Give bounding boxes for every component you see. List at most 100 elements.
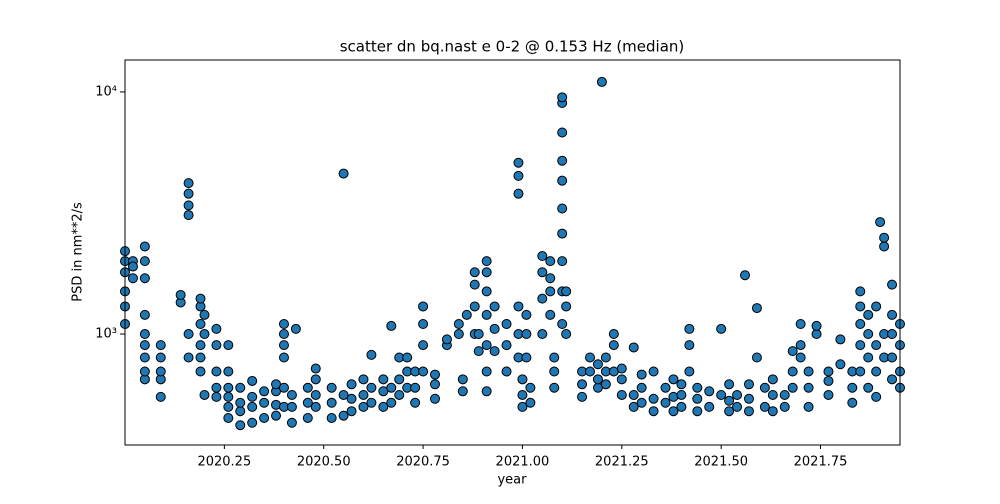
data-point [223, 366, 234, 377]
data-point [139, 340, 150, 351]
data-point [537, 293, 548, 304]
data-point [430, 379, 440, 390]
data-point [259, 412, 270, 423]
data-point [871, 340, 882, 351]
data-point [743, 379, 754, 390]
data-point [557, 319, 568, 330]
data-point [286, 417, 297, 428]
data-point [684, 366, 695, 377]
x-tick-label: 2021.00 [496, 455, 550, 470]
data-point [247, 401, 258, 412]
data-point [513, 157, 524, 168]
data-point [787, 346, 798, 357]
data-point [887, 352, 898, 363]
data-point [386, 320, 397, 331]
data-point [310, 374, 321, 385]
data-point [155, 366, 166, 377]
data-point [139, 273, 150, 284]
data-point [489, 346, 500, 357]
data-point [879, 232, 890, 243]
data-point [887, 309, 898, 320]
data-point [751, 352, 762, 363]
data-point [767, 406, 778, 417]
data-point [549, 382, 560, 393]
data-point [378, 374, 389, 385]
data-point [537, 267, 548, 278]
chart-title: scatter dn bq.nast e 0-2 @ 0.153 Hz (med… [340, 38, 685, 56]
data-point [195, 340, 206, 351]
data-point [195, 293, 206, 304]
data-point [716, 323, 727, 334]
data-point [211, 366, 222, 377]
data-point [481, 386, 492, 397]
data-point [346, 379, 357, 390]
data-point [616, 374, 627, 385]
data-point [211, 391, 222, 402]
data-point [259, 397, 270, 408]
data-point [386, 397, 397, 408]
data-point [302, 382, 313, 393]
data-point [199, 389, 210, 400]
data-point [402, 352, 413, 363]
data-point [863, 309, 874, 320]
data-point [660, 397, 671, 408]
data-point [441, 334, 452, 345]
data-point [787, 366, 798, 377]
data-point [155, 340, 166, 351]
data-point [195, 319, 206, 330]
data-point [692, 406, 703, 417]
data-point [628, 401, 639, 412]
data-point [577, 379, 588, 390]
data-point [537, 251, 548, 262]
data-point [648, 366, 659, 377]
data-point [247, 417, 258, 428]
data-point [545, 309, 556, 320]
data-point [636, 369, 647, 380]
data-point [521, 329, 532, 340]
data-point [855, 301, 866, 312]
data-point [139, 366, 150, 377]
data-point [855, 340, 866, 351]
data-point [366, 382, 377, 393]
data-point [418, 319, 429, 330]
data-point [513, 301, 524, 312]
data-point [660, 382, 671, 393]
data-point [366, 397, 377, 408]
data-point [855, 319, 866, 330]
data-point [648, 406, 659, 417]
data-point [557, 256, 568, 267]
data-point [235, 382, 246, 393]
data-point [302, 412, 313, 423]
data-point [863, 382, 874, 393]
data-point [199, 329, 210, 340]
data-point [223, 401, 234, 412]
data-point [481, 267, 492, 278]
data-point [453, 319, 464, 330]
data-point [704, 386, 715, 397]
data-point [326, 382, 337, 393]
data-point [887, 329, 898, 340]
data-point [517, 401, 528, 412]
data-point [223, 382, 234, 393]
data-point [457, 374, 468, 385]
data-point [636, 397, 647, 408]
data-point [592, 374, 603, 385]
data-point [743, 406, 754, 417]
data-point [235, 420, 246, 431]
x-tick-label: 2021.50 [694, 455, 748, 470]
data-point [235, 397, 246, 408]
x-tick-label: 2021.75 [794, 455, 848, 470]
data-point [855, 366, 866, 377]
data-point [310, 363, 321, 374]
data-point [346, 406, 357, 417]
data-point [139, 309, 150, 320]
data-point [863, 329, 874, 340]
data-point [692, 393, 703, 404]
data-point [259, 386, 270, 397]
data-point [469, 301, 480, 312]
data-point [585, 366, 595, 377]
data-point [155, 352, 166, 363]
data-point [676, 389, 687, 400]
data-point [457, 386, 468, 397]
